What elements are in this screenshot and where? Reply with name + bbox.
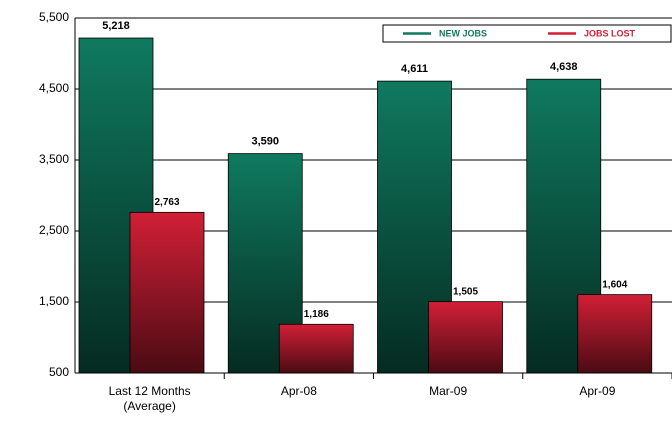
legend-box bbox=[382, 24, 672, 43]
y-tick-label: 500 bbox=[49, 365, 69, 379]
y-tick-label: 5,500 bbox=[39, 10, 69, 24]
x-tick-label: Mar-09 bbox=[429, 384, 468, 398]
x-tick-label: Apr-08 bbox=[280, 384, 317, 398]
y-tick-label: 1,500 bbox=[39, 294, 69, 308]
value-label: 4,638 bbox=[550, 61, 578, 73]
value-label: 1,505 bbox=[453, 286, 478, 297]
bar bbox=[577, 294, 653, 374]
value-label: 5,218 bbox=[102, 20, 130, 32]
bar bbox=[428, 301, 503, 374]
value-label: 2,763 bbox=[154, 197, 179, 208]
y-tick-label: 4,500 bbox=[39, 81, 69, 95]
value-label: 4,611 bbox=[401, 63, 428, 75]
y-tick-label: 2,500 bbox=[39, 223, 69, 237]
bar bbox=[129, 211, 205, 374]
x-tick-label: Last 12 Months (Average) bbox=[108, 384, 191, 413]
y-tick-label: 3,500 bbox=[39, 152, 69, 166]
x-tick-label: Apr-09 bbox=[579, 384, 616, 398]
value-label: 1,604 bbox=[602, 279, 627, 290]
legend-label: JOBS LOST bbox=[584, 28, 636, 38]
bar bbox=[278, 323, 354, 374]
legend-label: NEW JOBS bbox=[439, 28, 487, 38]
value-label: 1,186 bbox=[304, 309, 329, 320]
value-label: 3,590 bbox=[251, 136, 279, 148]
